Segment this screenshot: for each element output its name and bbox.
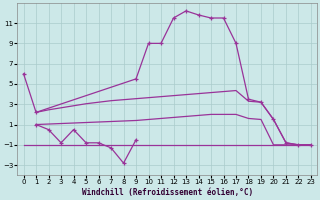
X-axis label: Windchill (Refroidissement éolien,°C): Windchill (Refroidissement éolien,°C) bbox=[82, 188, 253, 197]
